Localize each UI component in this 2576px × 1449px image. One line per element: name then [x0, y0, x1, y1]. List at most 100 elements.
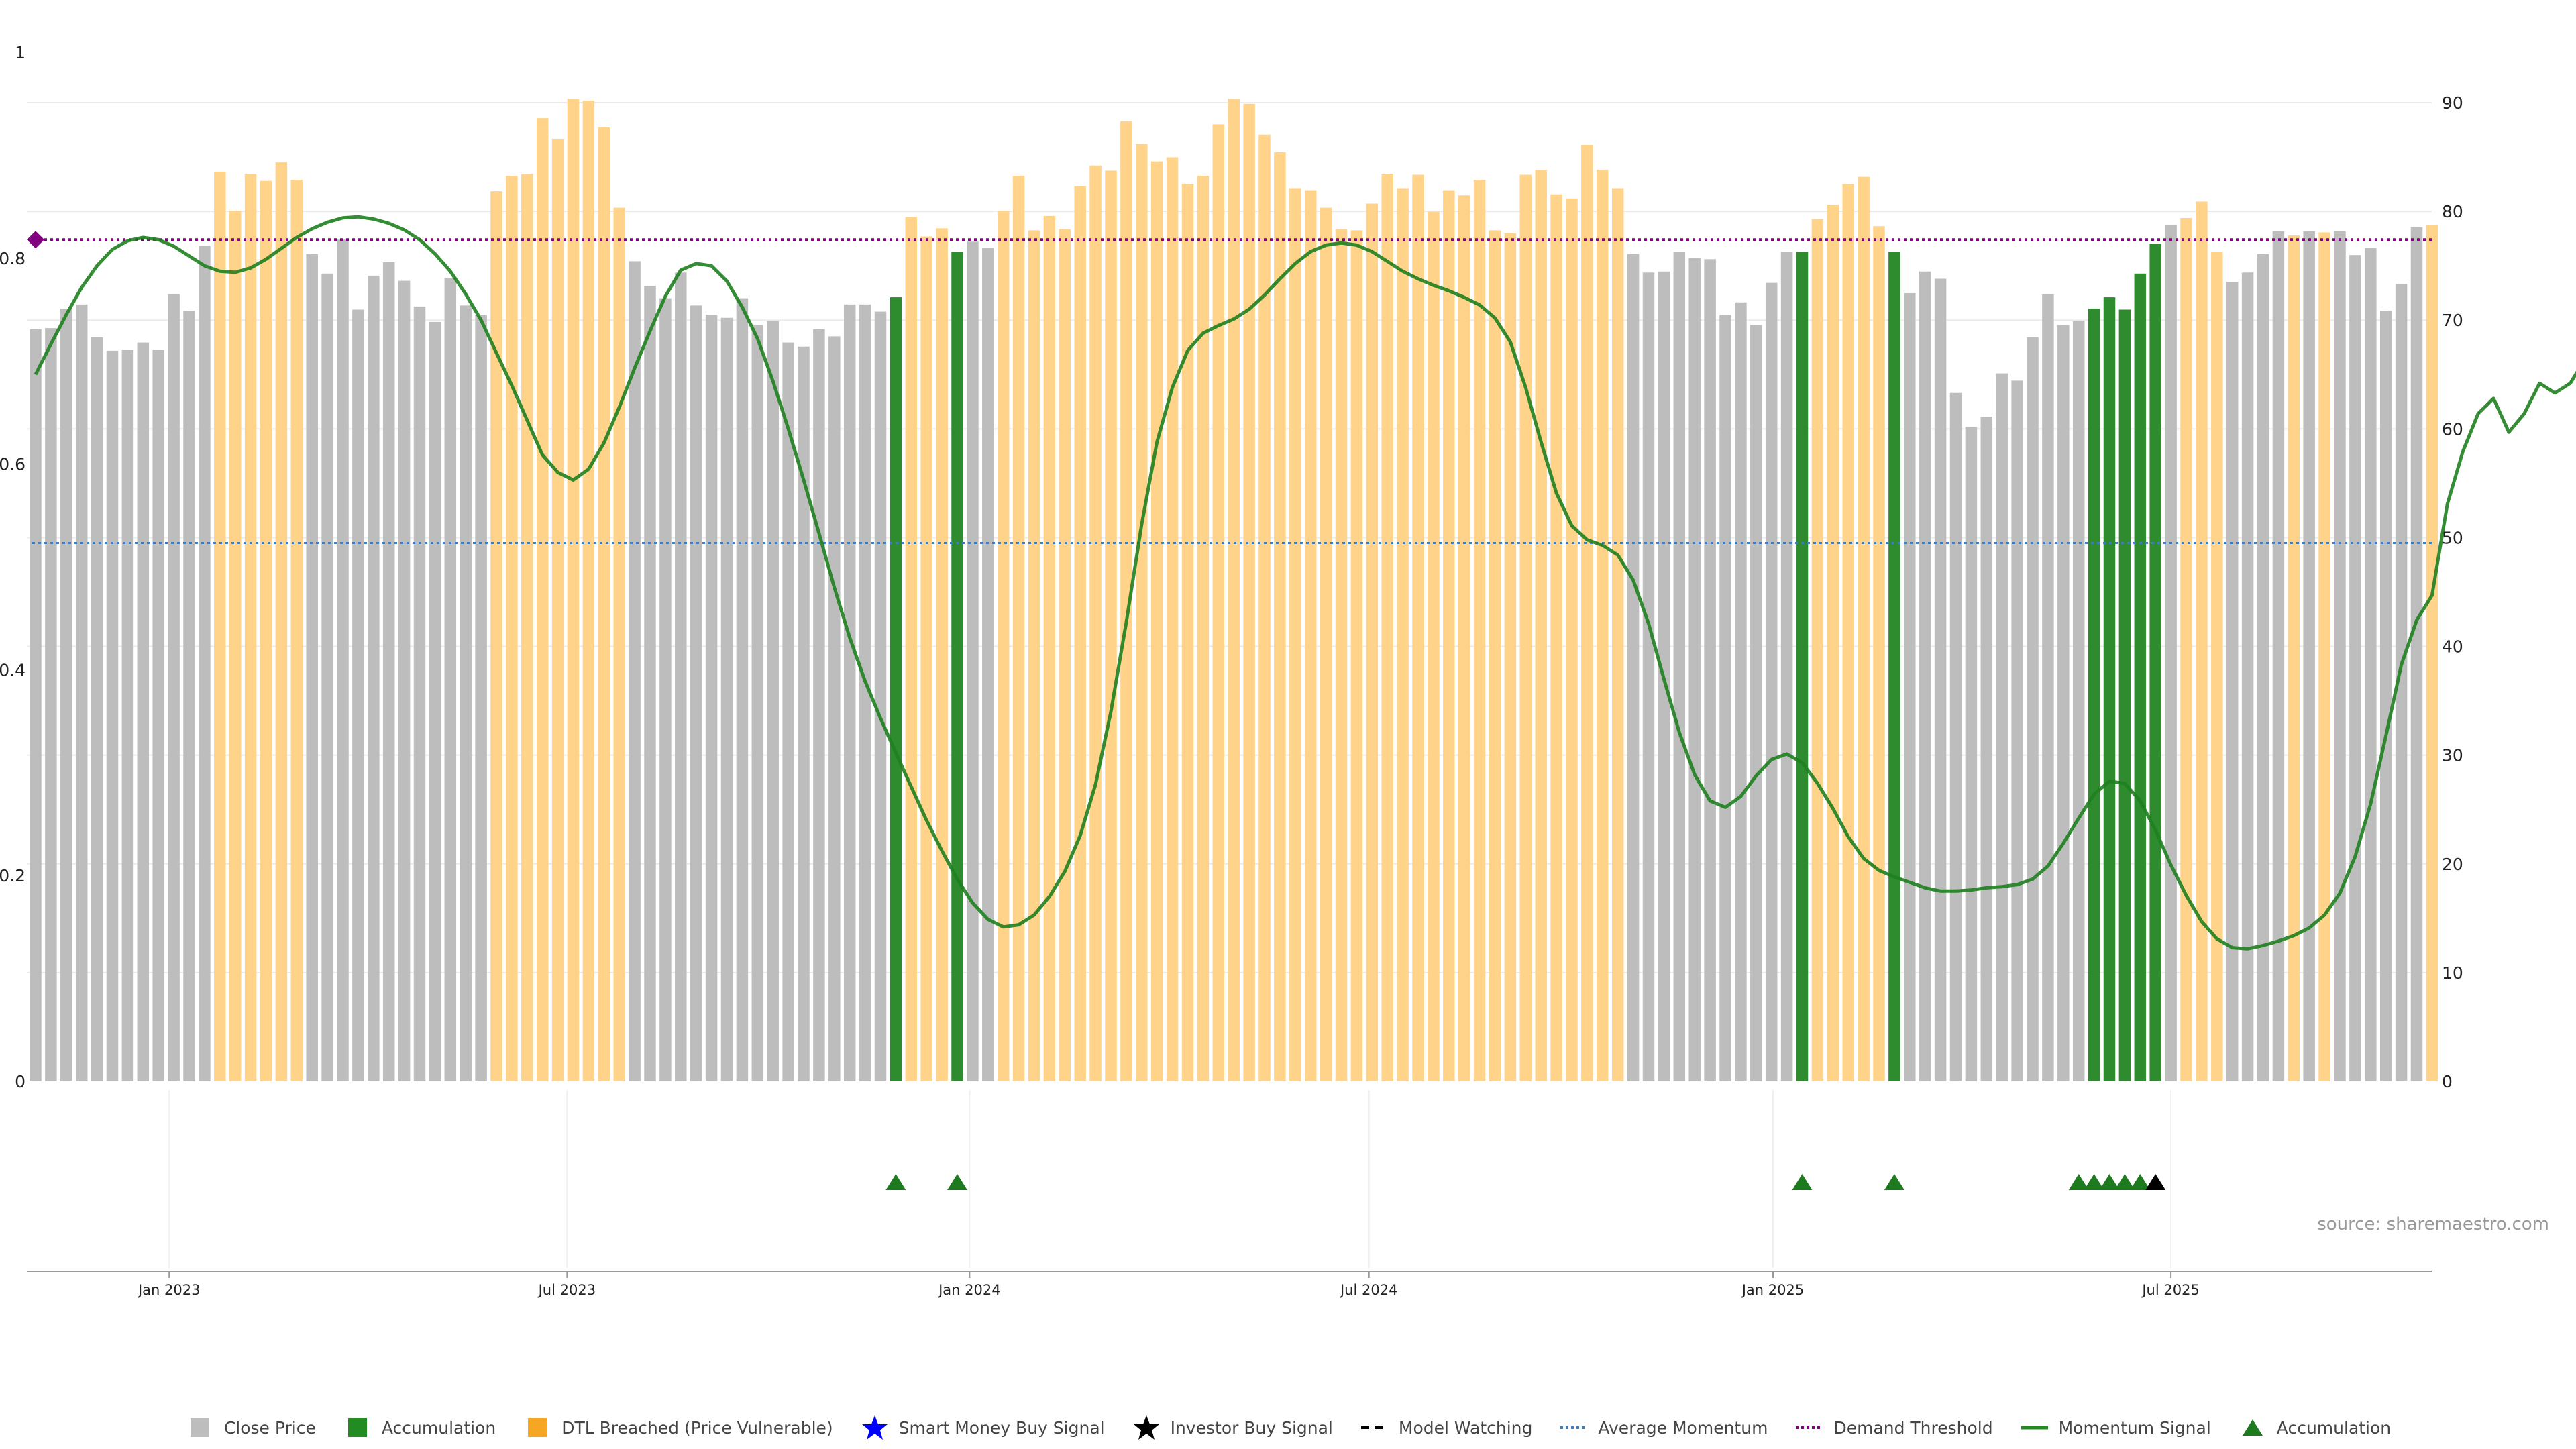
square-icon [190, 1418, 209, 1437]
dtl-breached-bar [1028, 230, 1040, 1082]
dtl-breached-bar [1811, 219, 1824, 1081]
dtl-breached-bar [1381, 174, 1393, 1082]
dtl-breached-bar [920, 236, 932, 1082]
dtl-breached-bar [260, 180, 272, 1081]
accumulation-bar [1888, 252, 1900, 1082]
left-axis-tick: 1 [15, 43, 25, 62]
dtl-breached-bar [1550, 194, 1562, 1081]
dtl-breached-bar [2288, 235, 2300, 1081]
x-axis: Jan 2023 Jul 2023 Jan 2024 Jul 2024 Jan 2025… [27, 1271, 2432, 1298]
close-price-bar [1780, 252, 1793, 1082]
dtl-breached-bar [1274, 152, 1286, 1082]
right-axis-tick: 80 [2442, 202, 2463, 221]
close-price-bar [1735, 302, 1747, 1082]
dtl-breached-bar [1827, 205, 1839, 1082]
line-icon [2021, 1426, 2048, 1430]
close-price-bar [398, 280, 411, 1082]
dtl-breached-bar [1611, 188, 1624, 1081]
legend-item: Model Watching [1360, 1414, 1533, 1441]
accumulation-bar [1796, 252, 1809, 1082]
close-price-bar [644, 286, 656, 1081]
left-axis: 0 0.2 0.4 0.6 0.8 1 [0, 43, 25, 1091]
legend-label: DTL Breached (Price Vulnerable) [561, 1417, 833, 1438]
legend-label: Accumulation [2276, 1417, 2392, 1438]
dtl-breached-bar [1043, 215, 1056, 1081]
close-price-bar [152, 350, 164, 1082]
close-price-bar [2395, 284, 2408, 1081]
accumulation-bar [2134, 273, 2147, 1081]
close-price-bar [106, 350, 119, 1081]
dtl-breached-bar [1581, 145, 1593, 1081]
close-price-bar [751, 325, 764, 1081]
legend-label: Momentum Signal [2058, 1417, 2211, 1438]
accumulation-bar [890, 297, 902, 1081]
dtl-breached-bar [1566, 198, 1578, 1081]
accumulation-bar [2149, 244, 2161, 1082]
close-price-bar [306, 254, 318, 1081]
dtl-breached-bar [1258, 134, 1271, 1082]
accumulation-marker [1884, 1174, 1904, 1190]
dtl-breached-bar [1120, 121, 1132, 1082]
accumulation-marker [885, 1174, 906, 1190]
demand-threshold-diamond [27, 231, 44, 249]
close-price-bar [183, 311, 195, 1082]
dtl-breached-bar [1458, 195, 1470, 1081]
accumulation-marker [2114, 1174, 2135, 1190]
right-axis-tick: 20 [2442, 855, 2463, 874]
dtl-breached-bar [905, 217, 918, 1082]
dtl-breached-bar [244, 174, 257, 1082]
close-price-bar [45, 328, 57, 1081]
dtl-breached-bar [1489, 230, 1501, 1082]
close-price-bar [705, 315, 718, 1081]
close-price-bar [1673, 252, 1686, 1082]
dtl-breached-bar [1181, 184, 1194, 1081]
dtl-breached-bar [1412, 174, 1424, 1081]
dtl-breached-bar [1150, 161, 1163, 1081]
close-price-bar [874, 311, 887, 1081]
close-price-bar [429, 321, 441, 1082]
legend-item: Momentum Signal [2020, 1414, 2211, 1441]
dtl-breached-bar [1504, 233, 1517, 1081]
dtl-breached-bar [536, 118, 549, 1081]
investor-buy-marker [2145, 1174, 2166, 1190]
right-axis-tick: 60 [2442, 419, 2463, 439]
accumulation-marker [1792, 1174, 1813, 1190]
dtl-breached-bar [1074, 186, 1086, 1081]
dtl-breached-bar [1197, 176, 1210, 1082]
legend-item: Smart Money Buy Signal [860, 1414, 1105, 1441]
legend-item: Investor Buy Signal [1132, 1414, 1333, 1441]
price-bars [30, 99, 2438, 1082]
close-price-bar [91, 337, 103, 1082]
dtl-breached-bar [1289, 188, 1301, 1081]
close-price-bar [30, 329, 42, 1081]
dtl-breached-bar [1873, 226, 1885, 1082]
legend-label: Model Watching [1398, 1417, 1533, 1438]
close-price-bar [2027, 337, 2039, 1082]
right-axis-tick: 90 [2442, 93, 2463, 113]
triangle-icon [2242, 1419, 2263, 1436]
dashed-icon [1360, 1426, 1388, 1429]
close-price-bar [798, 346, 810, 1081]
accumulation-marker [2068, 1174, 2089, 1190]
star-icon [1133, 1415, 1159, 1440]
indicator-lines [27, 215, 2576, 951]
dtl-breached-bar [936, 228, 948, 1082]
legend-item: DTL Breached (Price Vulnerable) [523, 1414, 833, 1441]
x-axis-tick-label: Jul 2023 [537, 1282, 596, 1298]
close-price-bar [2165, 225, 2177, 1081]
dtl-breached-bar [1166, 157, 1179, 1081]
accumulation-marker [2084, 1174, 2104, 1190]
dtl-breached-bar [2211, 252, 2223, 1082]
close-price-bar [843, 304, 856, 1082]
dtl-breached-bar [290, 180, 303, 1081]
accumulation-bar [951, 252, 963, 1082]
right-axis: 0 10 20 30 40 50 60 70 80 90 [2442, 93, 2463, 1091]
close-price-bar [60, 308, 72, 1081]
dtl-breached-bar [1320, 207, 1332, 1081]
accumulation-bar [2103, 297, 2116, 1081]
dtl-breached-bar [1105, 170, 1117, 1081]
source-note: source: sharemaestro.com [2317, 1214, 2549, 1234]
legend-item: Average Momentum [1559, 1414, 1768, 1441]
close-price-bar [720, 317, 733, 1082]
